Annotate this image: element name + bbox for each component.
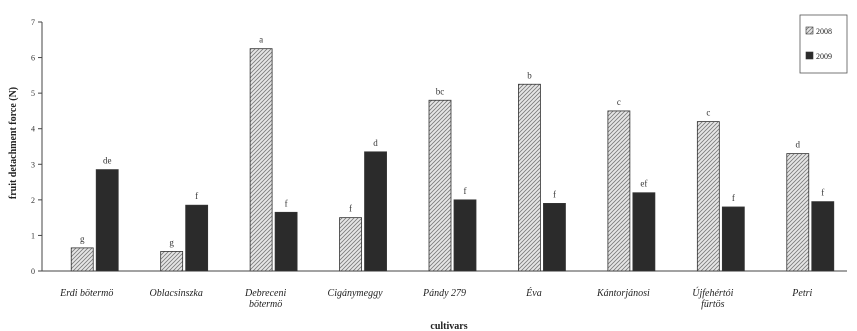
legend: 2008 2009 — [799, 14, 848, 74]
x-tick-label-line: fürtös — [701, 299, 724, 310]
significance-letter: f — [553, 189, 556, 199]
legend-label: 2008 — [816, 27, 832, 36]
significance-letter: f — [821, 188, 824, 198]
y-tick-label: 1 — [31, 231, 35, 240]
bar-2009 — [811, 201, 835, 272]
x-tick-label: Éva — [525, 287, 542, 299]
y-tick-label: 5 — [31, 89, 35, 98]
x-tick-label: Kántorjánosi — [596, 288, 650, 299]
significance-letter: f — [195, 191, 198, 201]
bar-2008 — [339, 217, 362, 272]
bar-2009 — [364, 151, 387, 272]
legend-swatch-2009 — [805, 51, 814, 60]
bar-2009 — [274, 211, 298, 272]
plot-area: 0 1 2 3 4 5 6 7 g de Erdi bötermö g f Oblacsinszka a f D… — [31, 18, 847, 310]
significance-letter: d — [373, 138, 378, 148]
x-tick-label-line: Kántorjánosi — [596, 288, 650, 299]
significance-letter: bc — [436, 86, 445, 96]
x-tick-label-line: Éva — [525, 287, 542, 299]
x-tick-label: Erdi bötermö — [59, 288, 113, 299]
y-tick-label: 6 — [31, 54, 35, 63]
bar-2009 — [95, 169, 119, 272]
y-tick-label: 2 — [31, 196, 35, 205]
significance-letter: g — [80, 234, 85, 244]
y-axis-title: fruit detachment force (N) — [8, 87, 19, 199]
x-tick-label-line: bötermö — [249, 299, 282, 310]
significance-letter: d — [796, 140, 801, 150]
x-axis-title: cultivars — [430, 321, 467, 331]
bar-2008 — [786, 153, 810, 272]
bar-2009 — [543, 203, 566, 272]
x-tick-label-line: Oblacsinszka — [149, 288, 202, 299]
legend-box — [799, 14, 848, 74]
bar-2008 — [160, 251, 184, 272]
x-tick-label: Petri — [791, 288, 812, 299]
legend-label: 2009 — [816, 52, 832, 61]
bar-2008 — [428, 99, 452, 272]
x-tick-label-line: Debreceni — [244, 288, 286, 299]
significance-letter: de — [103, 156, 112, 166]
x-tick-label: Újfehértói fürtös — [692, 287, 733, 310]
bar-2008 — [696, 121, 720, 272]
x-tick-label-line: Erdi bötermö — [59, 288, 113, 299]
legend-swatch-2008 — [805, 26, 814, 35]
bar-2009 — [453, 199, 477, 272]
significance-letter: c — [706, 108, 710, 118]
x-tick-label-line: Petri — [791, 288, 812, 299]
significance-letter: c — [617, 97, 621, 107]
significance-letter: a — [259, 35, 263, 45]
significance-letter: f — [285, 198, 288, 208]
significance-letter: ef — [640, 179, 647, 189]
x-tick-label: Pándy 279 — [422, 288, 466, 299]
significance-letter: f — [464, 186, 467, 196]
significance-letter: b — [527, 70, 532, 80]
y-tick-label: 7 — [31, 18, 35, 27]
significance-letter: f — [349, 204, 352, 214]
x-tick-label: Cigánymeggy — [328, 288, 384, 299]
bar-2009 — [721, 206, 745, 272]
bar-2009 — [185, 204, 209, 272]
y-tick-label: 4 — [31, 125, 35, 134]
x-tick-label-line: Újfehértói — [692, 287, 733, 299]
bar-2008 — [518, 83, 541, 272]
x-tick-label: Oblacsinszka — [149, 288, 202, 299]
y-tick-label: 3 — [31, 160, 35, 169]
bar-2009 — [632, 192, 656, 272]
significance-letter: g — [169, 237, 174, 247]
bar-2008 — [70, 247, 94, 272]
bar-2008 — [607, 110, 631, 272]
x-tick-label: Debreceni bötermö — [244, 288, 286, 310]
y-tick-label: 0 — [31, 267, 35, 276]
bar-2008 — [249, 48, 273, 272]
x-tick-label-line: Cigánymeggy — [328, 288, 384, 299]
x-tick-label-line: Pándy 279 — [422, 288, 466, 299]
significance-letter: f — [732, 193, 735, 203]
